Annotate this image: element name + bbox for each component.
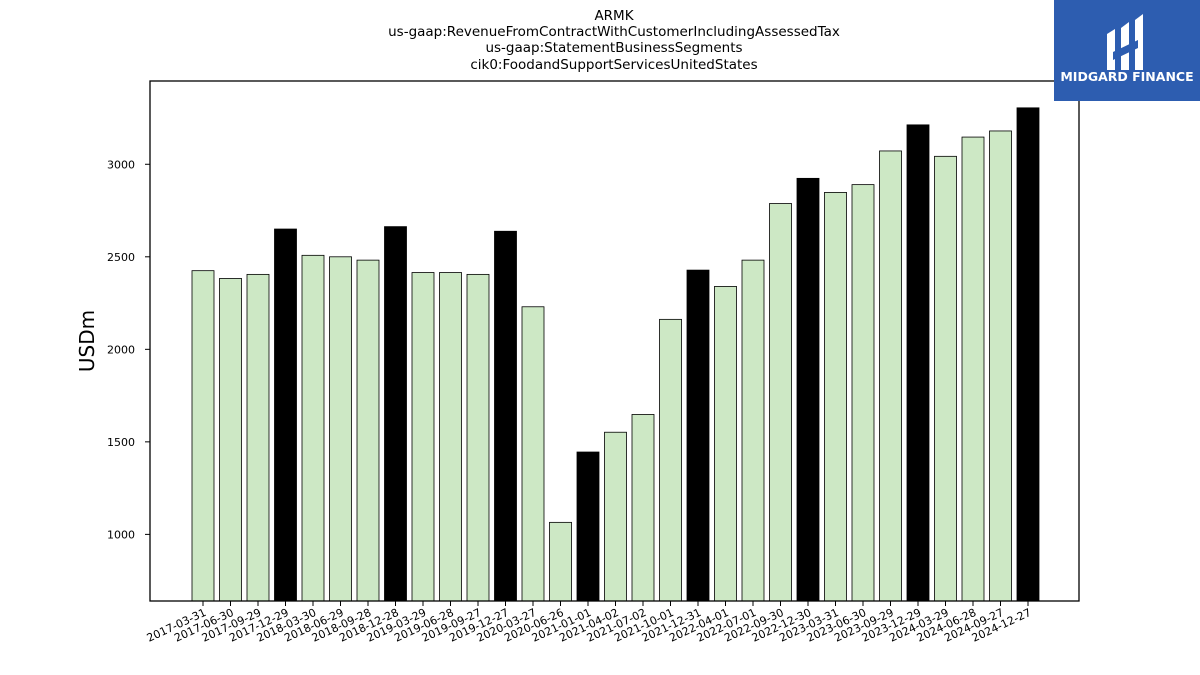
bar-2019-03-29 <box>411 272 435 602</box>
midgard-finance-logo: MIDGARD FINANCE <box>1054 0 1200 101</box>
bar-2022-09-30 <box>769 203 792 602</box>
bar-2019-09-27 <box>466 273 490 602</box>
bar-series <box>191 107 1040 602</box>
bar-2018-06-29 <box>329 256 352 602</box>
bar-2021-07-02 <box>631 414 655 602</box>
bar-2020-06-26 <box>549 521 572 602</box>
bar-2022-07-01 <box>741 259 765 602</box>
bar-2021-12-31 <box>686 269 710 602</box>
bar-2023-09-29 <box>879 150 902 602</box>
y-tick-label: 2500 <box>107 251 135 264</box>
bar-2022-04-01 <box>714 286 737 602</box>
bar-2021-10-01 <box>659 318 682 602</box>
bar-2017-03-31 <box>191 270 215 602</box>
bar-2018-09-28 <box>356 259 380 602</box>
bar-2021-04-02 <box>604 431 627 602</box>
chart-title-line-3: us-gaap:StatementBusinessSegments <box>485 40 742 56</box>
bar-2020-03-27 <box>521 306 545 602</box>
bar-2019-06-28 <box>439 272 462 602</box>
bar-2018-03-30 <box>301 254 325 602</box>
chart-title-line-2: us-gaap:RevenueFromContractWithCustomerI… <box>388 24 840 40</box>
x-axis-ticks: 2017-03-312017-06-302017-09-292017-12-29… <box>145 601 1033 645</box>
y-tick-label: 2000 <box>107 343 135 356</box>
bar-2023-12-29 <box>906 124 930 602</box>
y-axis-ticks: 1000 1500 2000 2500 3000 <box>107 158 150 541</box>
bar-2024-03-29 <box>934 155 957 602</box>
bar-2018-12-28 <box>384 226 407 602</box>
y-tick-label: 1500 <box>107 436 135 449</box>
bar-2023-03-31 <box>824 191 847 602</box>
bar-2017-06-30 <box>219 278 242 602</box>
midgard-logo-icon <box>1107 14 1143 70</box>
chart-title: ARMK us-gaap:RevenueFromContractWithCust… <box>388 8 840 73</box>
y-axis-label: USDm <box>75 310 99 372</box>
bar-2023-06-30 <box>851 184 875 602</box>
y-tick-label: 3000 <box>107 158 135 171</box>
bar-2017-12-29 <box>274 228 297 602</box>
plot-frame <box>149 80 1080 602</box>
bar-2024-06-28 <box>961 136 985 602</box>
chart-title-line-1: ARMK <box>594 8 634 24</box>
bar-2024-12-27 <box>1016 107 1040 602</box>
bar-2022-12-30 <box>796 177 820 602</box>
logo-text: MIDGARD FINANCE <box>1060 69 1193 84</box>
bar-2017-09-29 <box>246 273 270 602</box>
y-tick-label: 1000 <box>107 528 135 541</box>
bar-2024-09-27 <box>989 130 1012 602</box>
bar-2021-01-01 <box>576 451 600 602</box>
chart-title-line-4: cik0:FoodandSupportServicesUnitedStates <box>470 57 757 73</box>
bar-2019-12-27 <box>494 230 517 602</box>
